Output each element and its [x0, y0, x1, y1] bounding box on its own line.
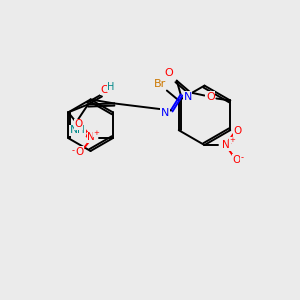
Text: N: N — [161, 108, 169, 118]
Text: N: N — [87, 132, 95, 142]
Text: H: H — [107, 82, 115, 92]
Text: O: O — [75, 147, 83, 157]
Text: -: - — [241, 153, 244, 162]
Text: Br: Br — [154, 79, 166, 88]
Text: O: O — [74, 119, 82, 129]
Text: +: + — [229, 137, 235, 143]
Text: O: O — [100, 85, 109, 94]
Text: N: N — [70, 125, 78, 135]
Text: O: O — [232, 155, 240, 165]
Text: O: O — [164, 68, 173, 78]
Text: -: - — [72, 146, 75, 155]
Text: H: H — [77, 125, 85, 135]
Text: N: N — [183, 92, 192, 101]
Text: O: O — [206, 92, 215, 101]
Text: O: O — [233, 126, 241, 136]
Text: N: N — [222, 140, 230, 150]
Text: +: + — [93, 130, 99, 136]
